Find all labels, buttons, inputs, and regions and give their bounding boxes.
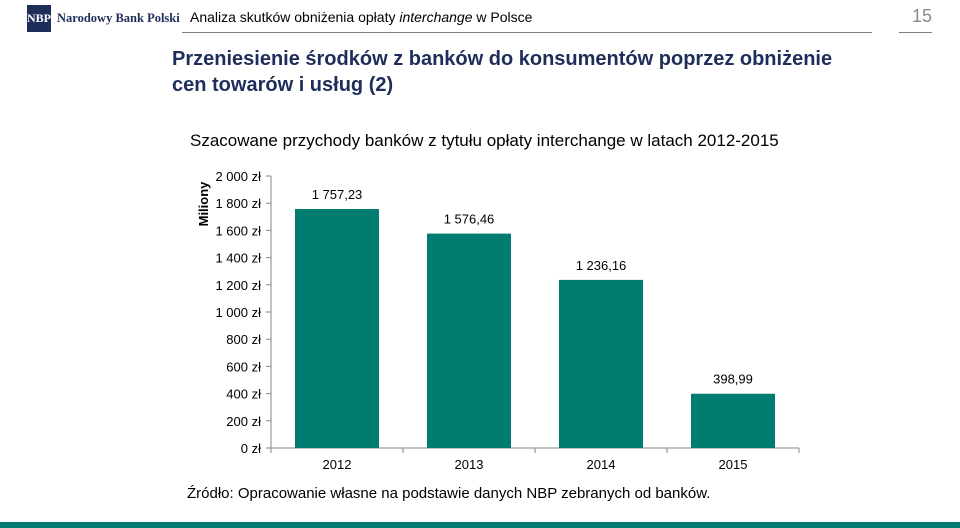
bar-2013 [427,233,511,448]
data-label-2015: 398,99 [713,372,753,387]
bottom-accent-bar [0,522,960,528]
y-tick-label: 200 zł [226,414,261,429]
data-label-2014: 1 236,16 [576,258,627,273]
header-title-italic: interchange [399,9,473,25]
y-tick-label: 1 400 zł [215,251,261,266]
y-tick-label: 2 000 zł [215,169,261,184]
chart-title: Szacowane przychody banków z tytułu opła… [190,131,779,150]
bar-2014 [559,279,643,448]
y-tick-label: 1 600 zł [215,223,261,238]
bar-2015 [691,393,775,448]
y-axis-title: Miliony [196,181,211,227]
x-tick-label: 2014 [587,457,616,472]
header-title-suffix: w Polsce [472,9,533,25]
y-tick-label: 800 zł [226,332,261,347]
y-tick-label: 600 zł [226,359,261,374]
y-tick-label: 1 000 zł [215,305,261,320]
page-number-divider [899,32,932,33]
nbp-logo-text: Narodowy Bank Polski [57,11,180,25]
x-tick-label: 2013 [455,457,484,472]
header-divider [182,32,872,33]
nbp-logo: NBP Narodowy Bank Polski [27,5,180,32]
slide-title: Przeniesienie środków z banków do konsum… [172,48,833,96]
y-tick-label: 400 zł [226,387,261,402]
data-label-2013: 1 576,46 [444,212,495,227]
data-label-2012: 1 757,23 [312,187,363,202]
header-title: Analiza skutków obniżenia opłaty interch… [190,9,532,25]
y-tick-label: 1 200 zł [215,278,261,293]
nbp-logo-mark: NBP [27,5,51,32]
y-tick-label: 0 zł [241,441,261,456]
x-tick-label: 2015 [719,457,748,472]
bar-2012 [295,209,379,448]
source-note: Źródło: Opracowanie własne na podstawie … [187,485,711,502]
x-tick-label: 2012 [323,457,352,472]
y-tick-label: 1 800 zł [215,196,261,211]
page-number: 15 [911,6,932,26]
header-title-prefix: Analiza skutków obniżenia opłaty [190,9,400,25]
